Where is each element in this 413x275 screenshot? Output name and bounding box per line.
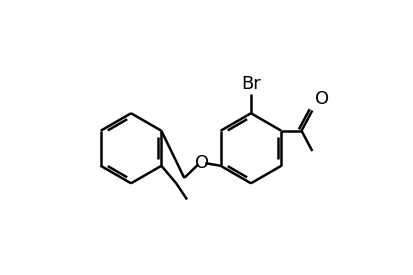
Text: Br: Br [241,75,261,93]
Text: O: O [195,154,209,172]
Text: O: O [315,90,329,108]
